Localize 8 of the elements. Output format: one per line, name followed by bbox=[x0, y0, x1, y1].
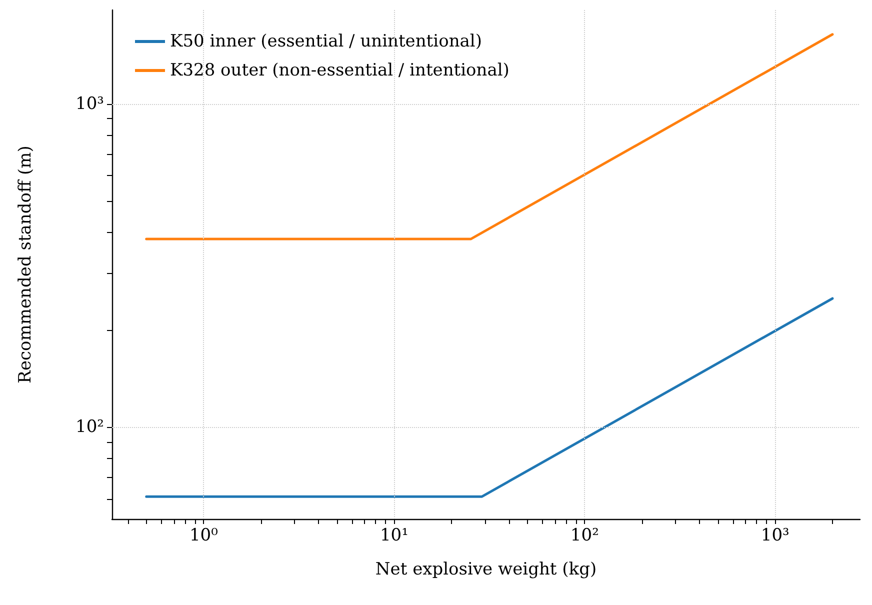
legend-label: K50 inner (essential / unintentional) bbox=[170, 32, 482, 52]
x-tick-label: 10¹ bbox=[380, 526, 408, 546]
x-tick-label: 10⁰ bbox=[189, 526, 218, 546]
x-tick-label: 10² bbox=[570, 526, 599, 546]
x-tick-label: 10³ bbox=[760, 526, 790, 546]
legend-label: K328 outer (non-essential / intentional) bbox=[170, 60, 510, 80]
x-axis-title: Net explosive weight (kg) bbox=[375, 560, 597, 580]
y-axis-title: Recommended standoff (m) bbox=[16, 146, 36, 384]
